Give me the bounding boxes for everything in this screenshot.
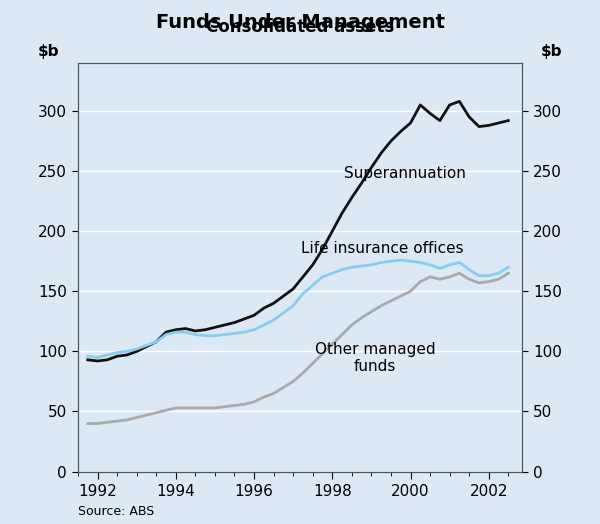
Title: Consolidated assets: Consolidated assets [206, 18, 394, 36]
Text: $b: $b [541, 44, 562, 59]
Text: Life insurance offices: Life insurance offices [301, 241, 464, 256]
Text: Source: ABS: Source: ABS [78, 505, 154, 518]
Text: Funds Under Management: Funds Under Management [155, 13, 445, 32]
Text: Superannuation: Superannuation [344, 166, 466, 181]
Text: $b: $b [38, 44, 59, 59]
Text: Other managed
funds: Other managed funds [315, 342, 436, 374]
